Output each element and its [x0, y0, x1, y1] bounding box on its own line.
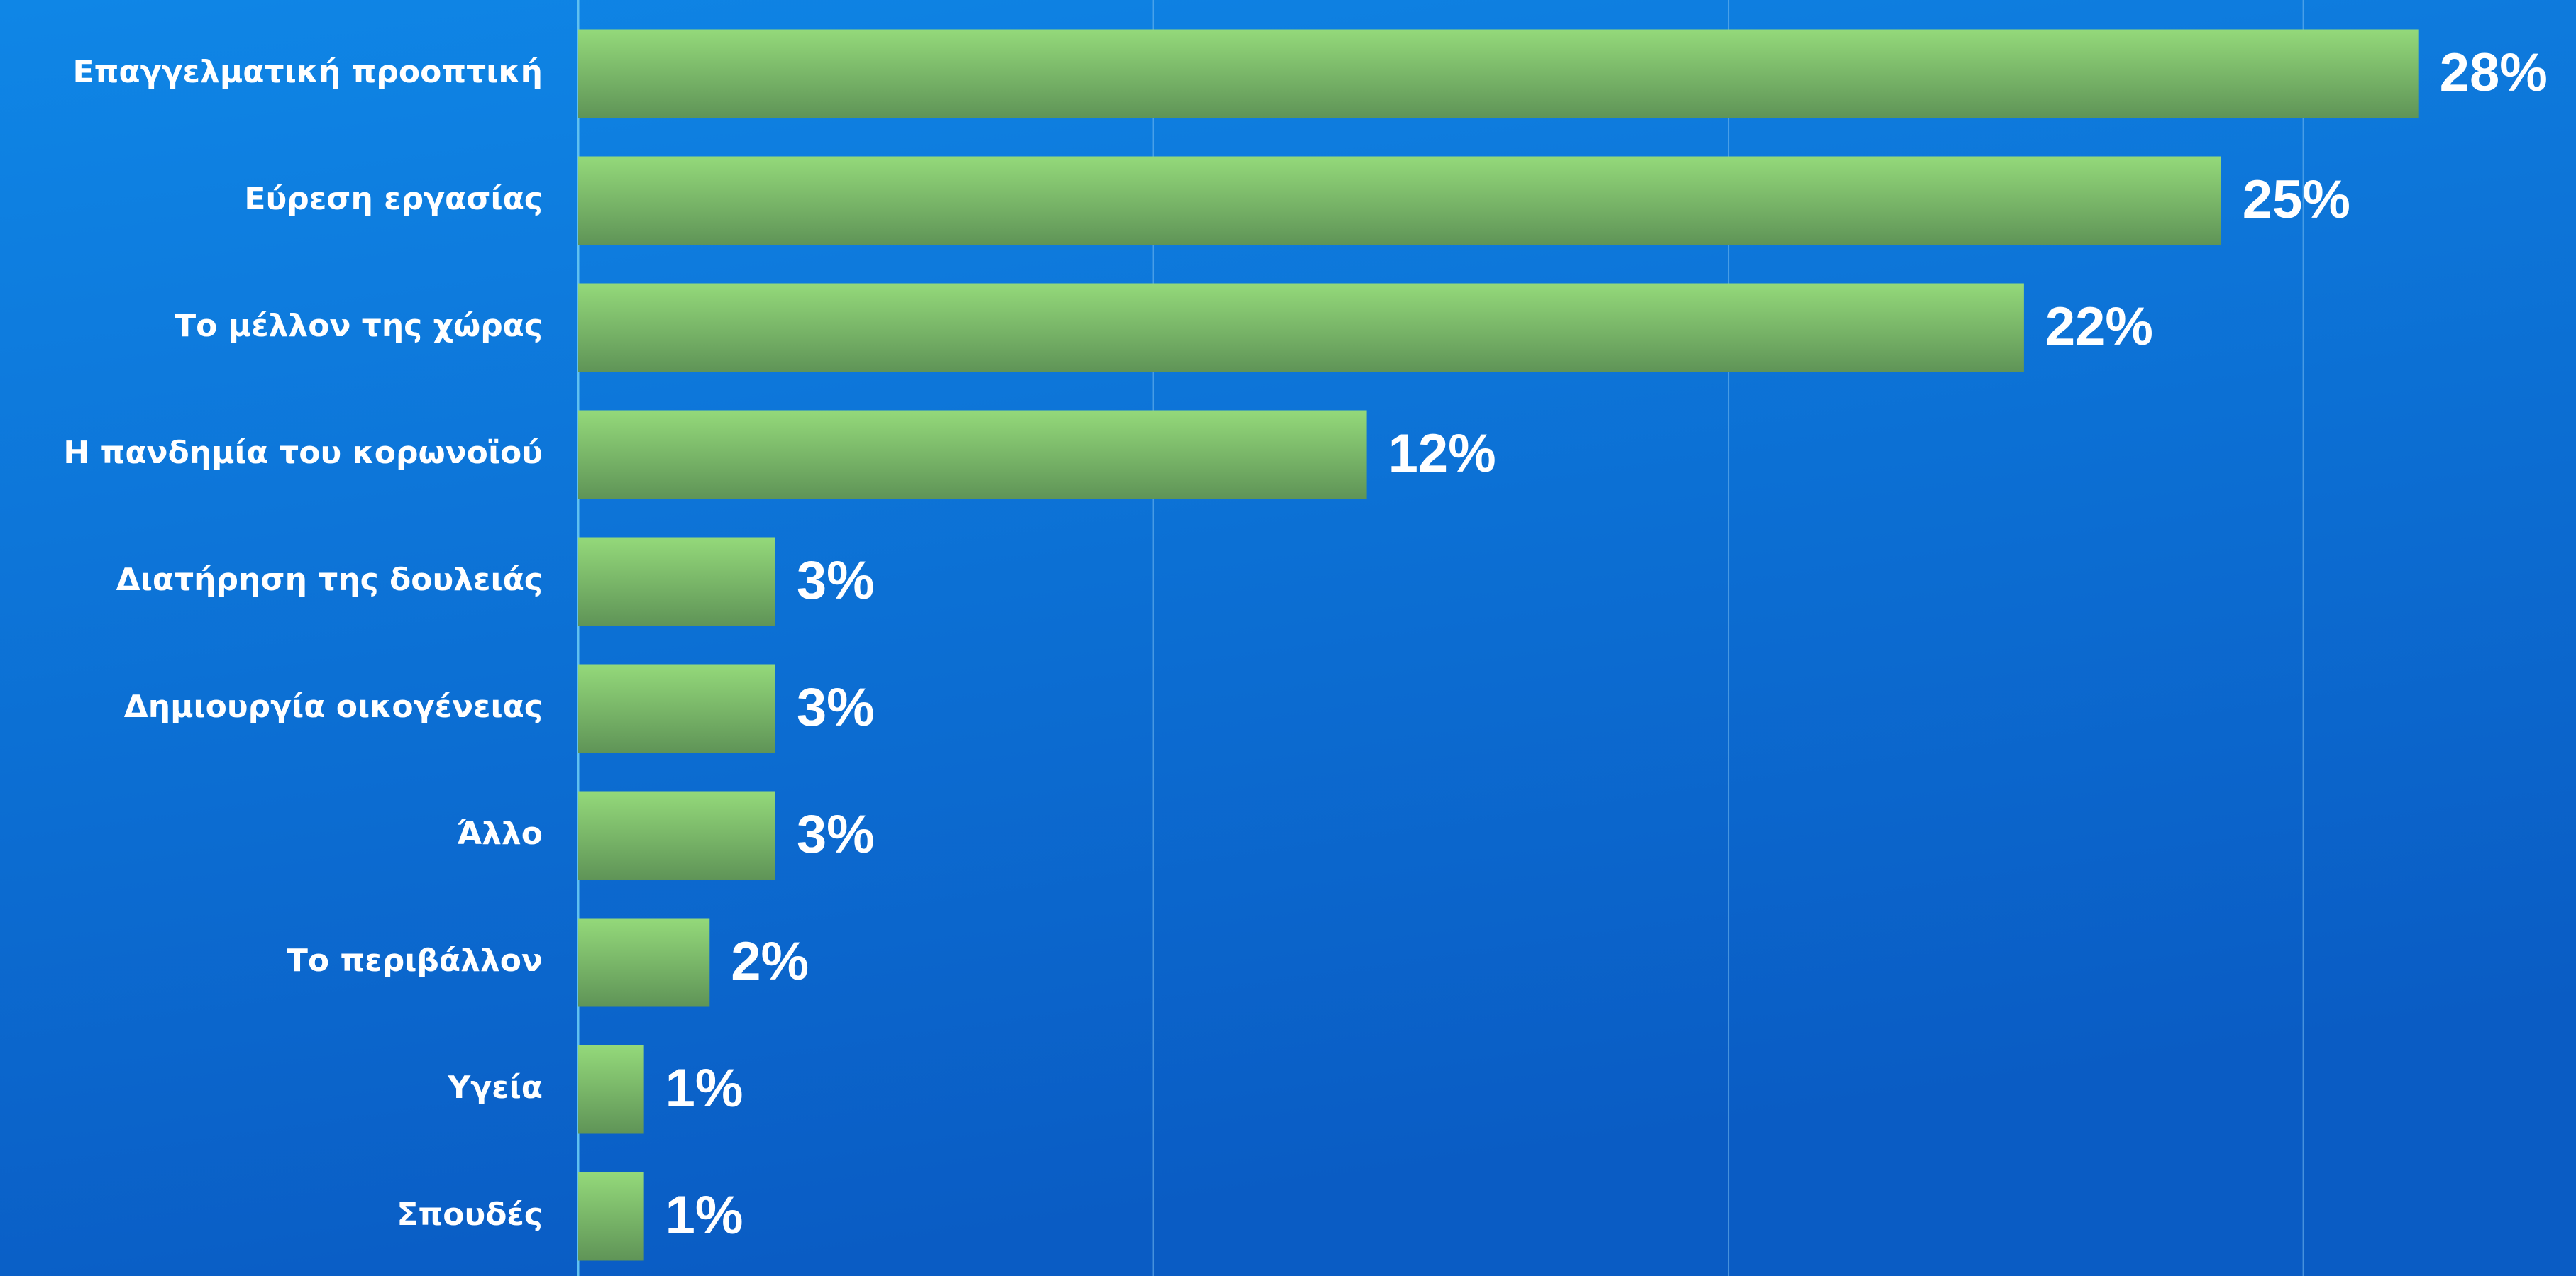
category-label: Άλλο [457, 816, 543, 852]
bar [578, 283, 2024, 372]
category-label: Σπουδές [397, 1197, 543, 1233]
category-label: Επαγγελματική προοπτική [73, 54, 543, 90]
value-label: 1% [665, 1185, 743, 1246]
bar [578, 537, 775, 626]
bar [578, 664, 775, 753]
bar [578, 29, 2419, 118]
bar [578, 1045, 644, 1134]
value-label: 3% [797, 804, 875, 865]
category-label: Το περιβάλλον [287, 943, 543, 979]
bar [578, 410, 1367, 499]
bar [578, 1172, 644, 1261]
bar [578, 918, 710, 1007]
value-label: 3% [797, 677, 875, 738]
category-label: Εύρεση εργασίας [244, 181, 543, 217]
category-label: Το μέλλον της χώρας [175, 308, 543, 344]
value-label: 2% [731, 931, 809, 992]
value-label: 3% [797, 550, 875, 611]
value-label: 28% [2440, 43, 2548, 103]
value-label: 25% [2243, 170, 2350, 230]
bar [578, 791, 775, 880]
category-label: Η πανδημία του κορωνοϊού [63, 435, 543, 471]
category-label: Διατήρηση της δουλειάς [116, 562, 543, 598]
value-label: 1% [665, 1058, 743, 1119]
value-label: 12% [1388, 423, 1496, 484]
value-label: 22% [2045, 296, 2153, 357]
category-label: Υγεία [447, 1070, 543, 1106]
category-label: Δημιουργία οικογένειας [124, 689, 543, 725]
bar [578, 156, 2221, 245]
